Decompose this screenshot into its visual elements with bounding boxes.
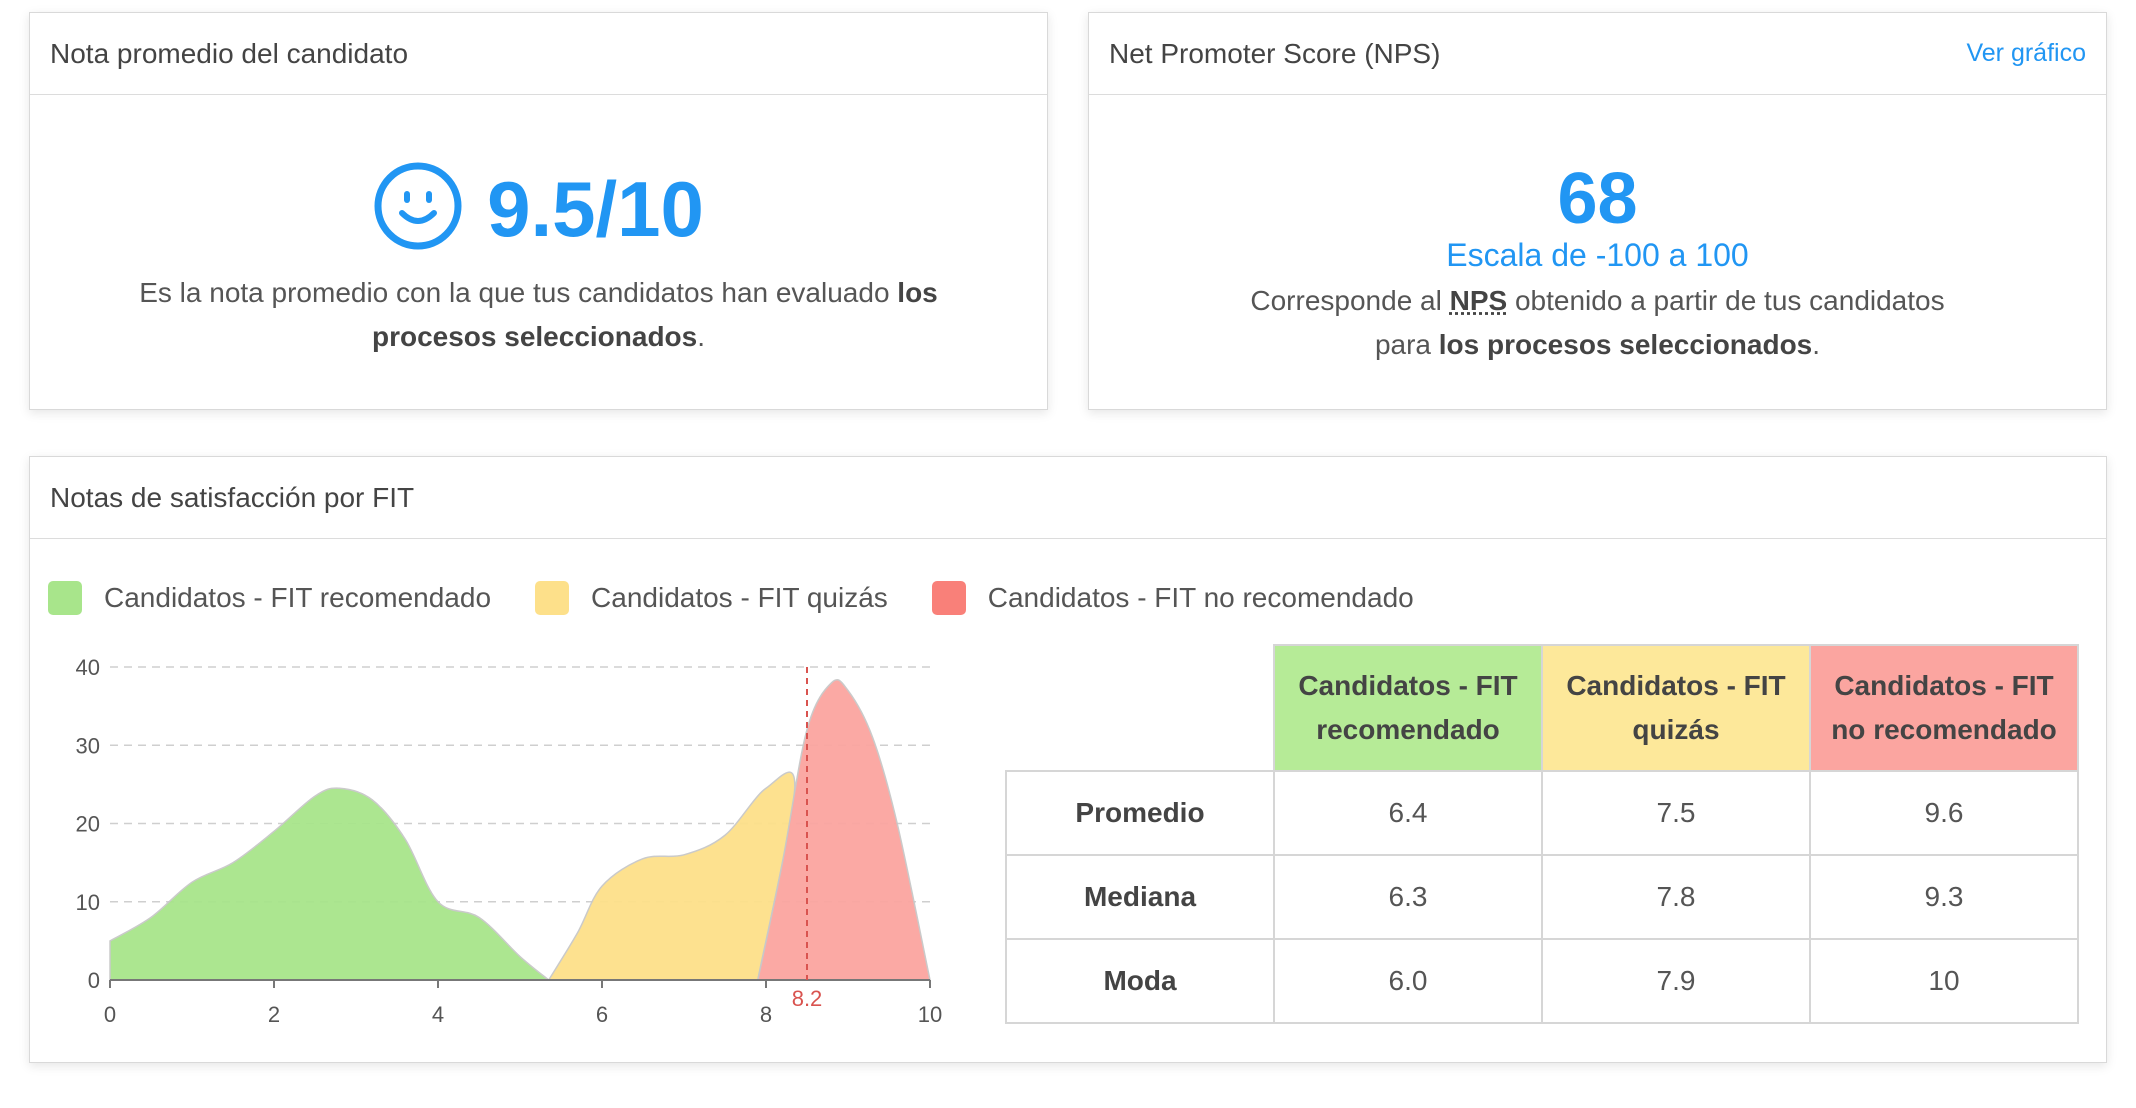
card-title: Nota promedio del candidato: [50, 37, 409, 69]
table-cell: 7.9: [1541, 938, 1811, 1024]
nota-promedio-card: Nota promedio del candidato 9.5/10 Es la…: [29, 12, 1048, 410]
row-label: Mediana: [1005, 854, 1275, 940]
table-corner: [1006, 645, 1274, 771]
table-cell: 7.5: [1541, 770, 1811, 856]
marker-label: 8.2: [792, 986, 823, 1011]
x-tick-label: 2: [268, 1002, 280, 1027]
smiley-face-icon: [373, 161, 463, 256]
card-title: Net Promoter Score (NPS): [1109, 37, 1441, 69]
legend-label: Candidatos - FIT recomendado: [104, 582, 492, 613]
card-header: Notas de satisfacción por FIT: [30, 457, 2106, 539]
legend-label: Candidatos - FIT no recomendado: [987, 582, 1414, 613]
legend-item-recomendado[interactable]: Candidatos - FIT recomendado: [48, 581, 491, 615]
y-tick-label: 20: [76, 812, 100, 837]
y-tick-label: 0: [88, 968, 100, 993]
nps-description: Corresponde al NPS obtenido a partir de …: [1250, 285, 1945, 360]
table-cell: 6.4: [1273, 770, 1543, 856]
x-tick-label: 4: [432, 1002, 444, 1027]
y-tick-label: 40: [76, 655, 100, 680]
legend-swatch: [48, 581, 82, 615]
table-header-quizas: Candidatos - FIT quizás: [1541, 644, 1811, 772]
card-title: Notas de satisfacción por FIT: [50, 481, 415, 513]
nps-scale: Escala de -100 a 100: [1446, 237, 1749, 273]
x-tick-label: 8: [760, 1002, 772, 1027]
table-cell: 6.0: [1273, 938, 1543, 1024]
table-header-recomendado: Candidatos - FIT recomendado: [1273, 644, 1543, 772]
chart-legend: Candidatos - FIT recomendado Candidatos …: [48, 581, 1414, 615]
legend-item-no-recomendado[interactable]: Candidatos - FIT no recomendado: [931, 581, 1414, 615]
score-description: Es la nota promedio con la que tus candi…: [139, 277, 938, 352]
nps-value: 68: [1557, 159, 1638, 239]
nps-abbr[interactable]: NPS: [1449, 285, 1508, 316]
fit-stats-table: Candidatos - FIT recomendado Candidatos …: [1005, 644, 2079, 1024]
legend-item-quizas[interactable]: Candidatos - FIT quizás: [535, 581, 888, 615]
table-header-no-recomendado: Candidatos - FIT no recomendado: [1809, 644, 2079, 772]
fit-density-chart: 0 10 20 30 40 0 2 4 6 8 10 8.2: [76, 655, 943, 1027]
table-cell: 9.3: [1809, 854, 2079, 940]
y-tick-label: 10: [76, 890, 100, 915]
x-tick-label: 0: [104, 1002, 116, 1027]
table-cell: 7.8: [1541, 854, 1811, 940]
table-header-row: Candidatos - FIT recomendado Candidatos …: [1006, 644, 2079, 772]
table-cell: 10: [1809, 938, 2079, 1024]
area-series-2: [756, 679, 931, 981]
nps-card: Net Promoter Score (NPS) Ver gráfico 68 …: [1088, 12, 2107, 410]
card-header: Net Promoter Score (NPS) Ver gráfico: [1089, 13, 2106, 95]
row-label: Moda: [1005, 938, 1275, 1024]
card-header: Nota promedio del candidato: [30, 13, 1047, 95]
table-row: Mediana 6.3 7.8 9.3: [1005, 854, 2079, 940]
area-series-1: [547, 771, 796, 981]
table-row: Promedio 6.4 7.5 9.6: [1005, 770, 2079, 856]
y-tick-label: 30: [76, 733, 100, 758]
fit-satisfaction-card: Notas de satisfacción por FIT Candidatos…: [29, 456, 2107, 1063]
row-label: Promedio: [1005, 770, 1275, 856]
legend-swatch: [931, 581, 966, 615]
legend-swatch: [535, 581, 570, 615]
table-row: Moda 6.0 7.9 10: [1005, 938, 2079, 1024]
table-cell: 9.6: [1809, 770, 2079, 856]
average-score: 9.5/10: [487, 164, 704, 253]
legend-label: Candidatos - FIT quizás: [591, 582, 888, 613]
x-tick-label: 10: [918, 1002, 942, 1027]
x-tick-label: 6: [596, 1002, 608, 1027]
table-cell: 6.3: [1273, 854, 1543, 940]
score-row: 9.5/10: [30, 161, 1047, 256]
ver-grafico-link[interactable]: Ver gráfico: [1966, 39, 2086, 67]
area-series-0: [109, 787, 551, 981]
